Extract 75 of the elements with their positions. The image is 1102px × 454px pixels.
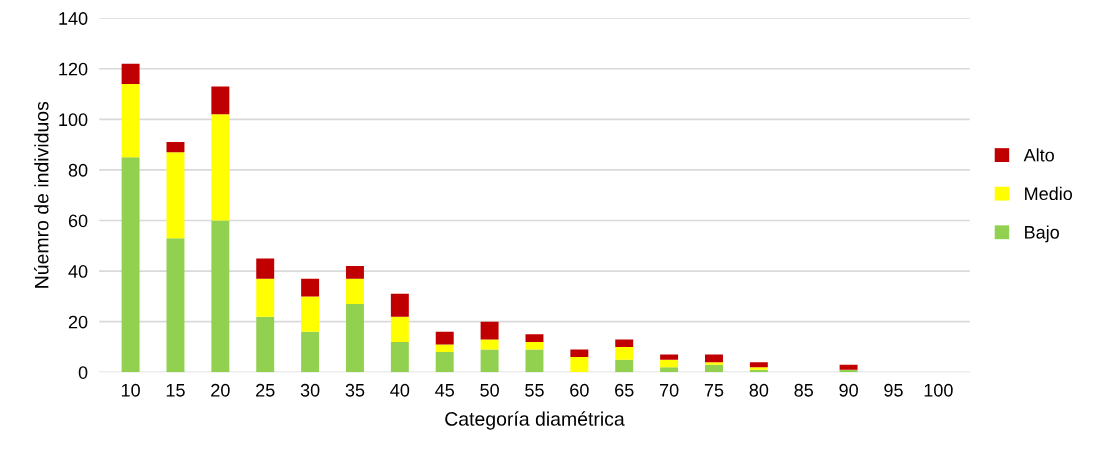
bar <box>525 334 544 342</box>
y-axis-title: Núemro de individuos <box>34 101 49 288</box>
y-tick-label: 60 <box>68 214 88 228</box>
bar <box>749 362 768 368</box>
x-tick-label: 85 <box>794 383 814 397</box>
y-tick-label: 80 <box>68 163 88 177</box>
x-tick-label: 45 <box>435 384 455 397</box>
x-tick-label: 35 <box>345 383 365 397</box>
bar <box>705 362 723 365</box>
bar <box>256 278 275 317</box>
bar <box>525 341 544 350</box>
bar <box>256 258 275 279</box>
bar <box>615 359 634 373</box>
bar <box>839 364 858 370</box>
x-tick-label: 90 <box>839 383 858 397</box>
x-tick-label: 60 <box>570 383 589 397</box>
bar <box>570 349 589 358</box>
x-tick-label: 25 <box>256 383 275 397</box>
x-tick-label: 50 <box>480 383 499 397</box>
bar <box>660 354 679 360</box>
y-tick-label: 20 <box>68 315 88 329</box>
bar <box>705 354 723 363</box>
bar <box>615 346 634 360</box>
bar <box>615 339 634 347</box>
x-tick-label: 75 <box>704 384 724 397</box>
x-tick-label: 10 <box>121 383 140 397</box>
y-tick-label: 40 <box>68 265 88 278</box>
x-tick-label: 30 <box>300 383 320 397</box>
bar <box>166 238 185 373</box>
bar <box>121 83 140 158</box>
legend-label: Medio <box>1025 186 1073 201</box>
x-tick-label: 80 <box>749 383 769 397</box>
bar <box>705 364 723 373</box>
y-tick-label: 120 <box>59 62 88 76</box>
bar <box>525 349 544 373</box>
x-tick-label: 40 <box>390 383 410 397</box>
bar <box>480 339 499 350</box>
bar <box>301 278 320 297</box>
y-tick-label: 140 <box>59 12 88 25</box>
bar <box>211 220 230 373</box>
bar <box>166 152 185 239</box>
bar <box>390 341 409 373</box>
bar <box>121 157 140 373</box>
bar <box>390 293 409 317</box>
bar <box>480 349 499 373</box>
bar <box>301 296 320 332</box>
bar <box>345 278 364 304</box>
bar <box>660 359 679 368</box>
bar <box>480 321 499 340</box>
bar <box>435 352 454 373</box>
y-tick-label: 100 <box>59 113 88 127</box>
bar <box>256 316 275 373</box>
x-tick-label: 65 <box>615 383 634 397</box>
bar <box>435 344 454 353</box>
x-tick-label: 100 <box>924 383 953 397</box>
bar <box>345 303 364 373</box>
bar <box>660 367 679 373</box>
x-tick-label: 15 <box>166 384 185 397</box>
y-tick-label: 0 <box>78 366 88 379</box>
x-tick-label: 70 <box>659 383 679 397</box>
x-tick-label: 95 <box>884 383 903 397</box>
bar <box>211 114 230 221</box>
bar <box>570 357 589 373</box>
bar <box>435 331 454 345</box>
bar <box>345 266 364 279</box>
bar <box>390 316 409 342</box>
legend-label: Bajo <box>1025 225 1059 243</box>
x-tick-label: 55 <box>525 384 544 397</box>
bar <box>301 331 320 373</box>
bar <box>166 142 185 153</box>
bar <box>121 63 140 84</box>
x-tick-label: 20 <box>211 383 230 397</box>
legend-label: Alto <box>1023 148 1054 162</box>
x-axis-title: Categoría diamétrica <box>445 411 625 430</box>
bar <box>211 86 230 115</box>
